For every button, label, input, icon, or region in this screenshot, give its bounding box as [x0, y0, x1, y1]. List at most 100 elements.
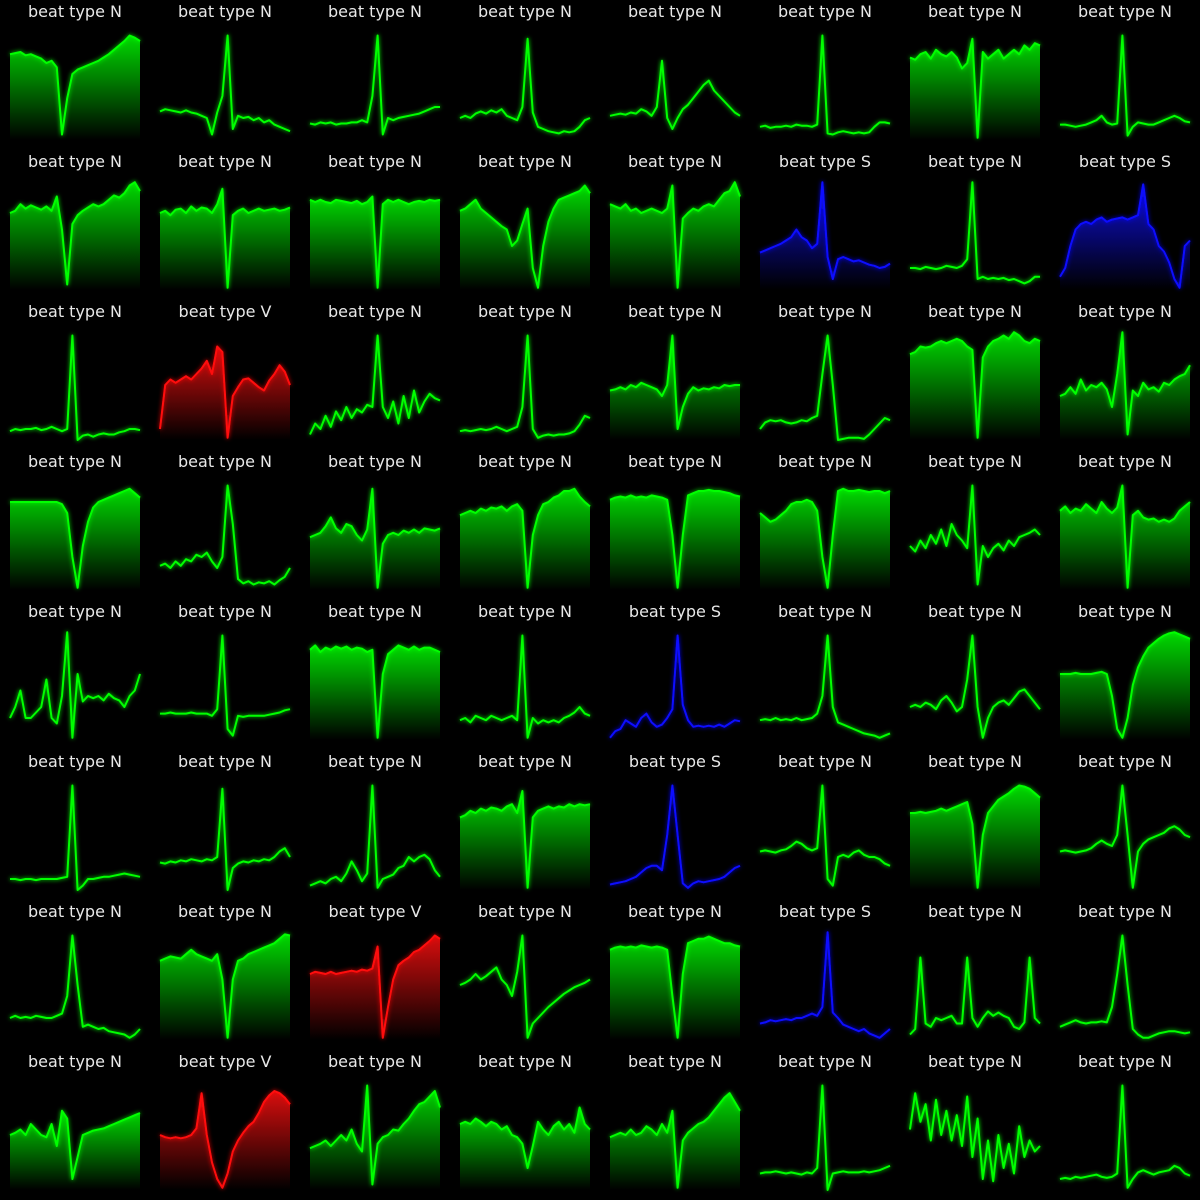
beat-panel: beat type N	[300, 300, 450, 450]
beat-panel: beat type N	[150, 150, 300, 300]
beat-trace-svg	[609, 334, 740, 440]
beat-panel: beat type N	[0, 150, 150, 300]
beat-panel: beat type N	[450, 750, 600, 900]
beat-panel: beat type N	[1050, 450, 1200, 600]
beat-panel: beat type N	[0, 450, 150, 600]
beat-line	[459, 334, 591, 439]
beat-line	[609, 634, 741, 739]
beat-trace-svg	[609, 181, 741, 290]
beat-panel: beat type N	[300, 150, 450, 300]
beat-line	[1059, 331, 1191, 436]
beat-trace-svg	[459, 487, 591, 590]
panel-title: beat type N	[778, 602, 872, 621]
beat-area	[610, 936, 740, 1040]
beat-panel: beat type N	[150, 450, 300, 600]
beat-line	[159, 34, 291, 136]
panel-title: beat type N	[1078, 2, 1172, 21]
beat-panel: beat type V	[300, 900, 450, 1050]
panel-title: beat type N	[28, 1052, 122, 1071]
panel-title: beat type N	[28, 602, 122, 621]
beat-trace-svg	[1059, 1084, 1191, 1189]
beat-panel: beat type N	[750, 0, 900, 150]
panel-title: beat type N	[478, 452, 572, 471]
beat-trace-svg	[159, 34, 291, 136]
panel-title: beat type S	[628, 752, 722, 771]
beat-trace-svg	[759, 34, 891, 136]
beat-panel: beat type S	[600, 750, 750, 900]
beat-line	[10, 784, 141, 891]
beat-line	[1059, 183, 1191, 289]
beat-trace-svg	[909, 484, 1041, 586]
beat-trace-svg	[9, 934, 141, 1039]
beat-line	[309, 784, 441, 889]
beat-trace-svg	[159, 484, 291, 586]
beat-area	[10, 488, 140, 590]
beat-trace-svg	[909, 634, 1041, 739]
beat-trace-svg	[10, 784, 141, 891]
beat-line	[159, 933, 291, 1039]
panel-title: beat type N	[478, 152, 572, 171]
beat-panel: beat type N	[450, 600, 600, 750]
panel-title: beat type N	[28, 2, 122, 21]
panel-title: beat type N	[28, 452, 122, 471]
beat-area	[610, 489, 740, 590]
beat-trace-svg	[309, 1084, 441, 1190]
beat-line	[1059, 1084, 1191, 1189]
beat-trace-svg	[1059, 484, 1191, 590]
panel-title: beat type N	[328, 602, 422, 621]
beat-line	[9, 1109, 141, 1180]
panel-title: beat type N	[928, 2, 1022, 21]
beat-panel: beat type N	[750, 1050, 900, 1200]
beat-line	[1059, 484, 1191, 589]
beat-trace-svg	[609, 634, 741, 739]
panel-title: beat type N	[778, 2, 872, 21]
beat-panel: beat type N	[150, 0, 300, 150]
beat-panel: beat type N	[450, 0, 600, 150]
beat-trace-svg	[459, 634, 591, 739]
beat-trace-svg	[759, 784, 891, 887]
beat-line	[9, 934, 141, 1039]
beat-panel: beat type N	[900, 1050, 1050, 1200]
beat-line	[159, 187, 291, 289]
beat-trace-svg	[9, 1109, 141, 1190]
beat-panel: beat type V	[150, 300, 300, 450]
beat-line	[759, 784, 891, 887]
panel-title: beat type N	[928, 902, 1022, 921]
beat-trace-svg	[9, 181, 141, 290]
beat-trace-svg	[909, 1092, 1041, 1183]
panel-title: beat type V	[328, 902, 422, 921]
panel-title: beat type S	[1078, 152, 1172, 171]
beat-line	[609, 181, 741, 289]
beat-trace-svg	[759, 634, 891, 739]
beat-trace-svg	[1060, 631, 1191, 740]
beat-panel: beat type N	[1050, 300, 1200, 450]
panel-title: beat type N	[928, 452, 1022, 471]
beat-area	[160, 1091, 290, 1190]
panel-title: beat type N	[328, 152, 422, 171]
beat-line	[1060, 34, 1191, 137]
panel-title: beat type N	[928, 1052, 1022, 1071]
beat-area	[760, 182, 890, 290]
beat-line	[910, 784, 1041, 889]
beat-panel: beat type N	[600, 1050, 750, 1200]
panel-title: beat type N	[28, 152, 122, 171]
panel-title: beat type N	[1078, 602, 1172, 621]
beat-trace-svg	[459, 37, 591, 135]
beat-line	[609, 784, 741, 889]
beat-panel: beat type N	[750, 450, 900, 600]
panel-title: beat type N	[928, 152, 1022, 171]
beat-line	[309, 34, 440, 136]
panel-title: beat type N	[178, 452, 272, 471]
beat-area	[310, 645, 440, 740]
panel-title: beat type N	[178, 902, 272, 921]
panel-title: beat type N	[178, 2, 272, 21]
panel-title: beat type N	[628, 1052, 722, 1071]
panel-title: beat type N	[1078, 1052, 1172, 1071]
beat-panel: beat type N	[600, 150, 750, 300]
beat-trace-svg	[160, 634, 291, 737]
beat-trace-svg	[609, 784, 741, 889]
panel-title: beat type N	[328, 1052, 422, 1071]
beat-line	[459, 790, 591, 889]
panel-title: beat type N	[1078, 452, 1172, 471]
beat-trace-svg	[159, 787, 291, 891]
